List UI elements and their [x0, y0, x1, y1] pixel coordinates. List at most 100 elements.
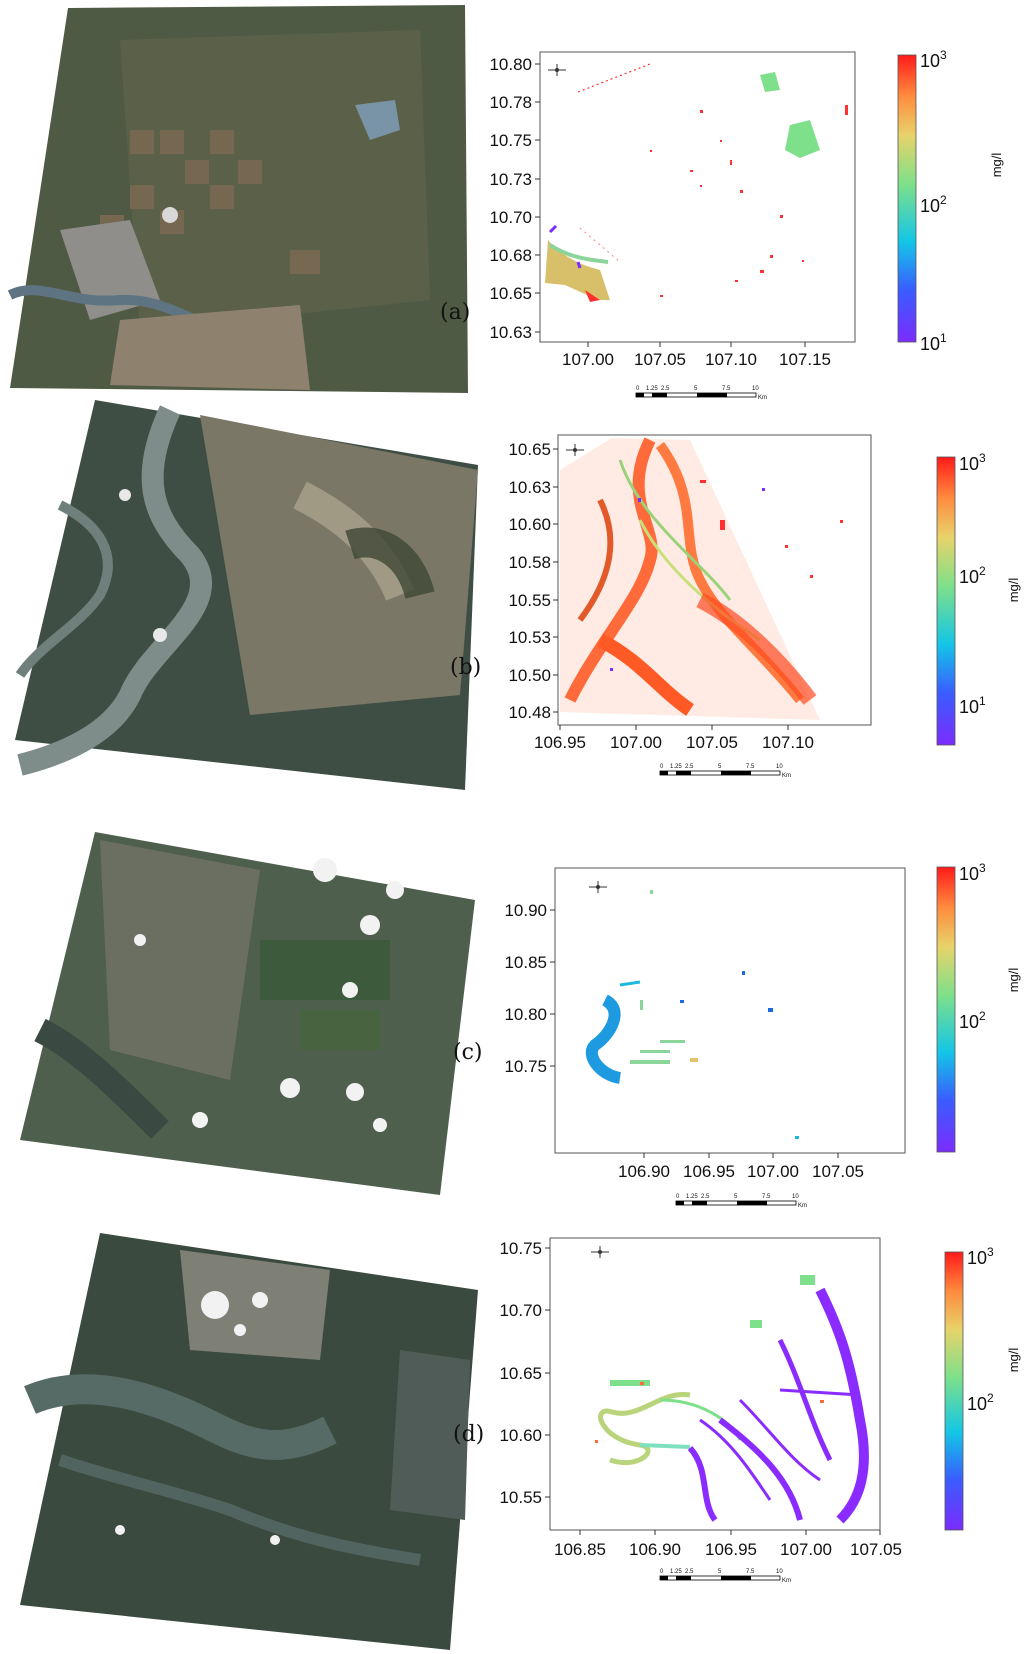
svg-text:7.5: 7.5 — [722, 386, 731, 392]
north-arrow-icon — [591, 1246, 609, 1258]
svg-text:1.25: 1.25 — [670, 764, 682, 770]
x-tick-a-0: 107.00 — [562, 350, 614, 369]
y-tick-b-0: 10.65 — [508, 440, 551, 459]
cb-unit-d: mg/l — [1006, 1348, 1021, 1373]
svg-text:0: 0 — [636, 386, 640, 392]
map-frame-d — [549, 1237, 881, 1531]
x-tick-b-2: 107.05 — [686, 733, 738, 752]
x-tick-a-1: 107.05 — [634, 350, 686, 369]
svg-text:2.5: 2.5 — [661, 386, 670, 392]
y-tick-a-2: 10.75 — [489, 131, 532, 150]
svg-text:2.5: 2.5 — [685, 1569, 694, 1575]
svg-text:10: 10 — [752, 386, 759, 392]
x-tick-b-1: 107.00 — [610, 733, 662, 752]
y-tick-a-3: 10.73 — [489, 170, 532, 189]
svg-text:5: 5 — [718, 1569, 722, 1575]
svg-text:1.25: 1.25 — [670, 1569, 682, 1575]
svg-text:7.5: 7.5 — [762, 1194, 771, 1200]
scale-bar-b: 0 1.25 2.5 5 7.5 10 Km — [659, 764, 791, 779]
satellite-image-c — [0, 830, 480, 1200]
y-tick-d-2: 10.65 — [499, 1364, 542, 1383]
y-tick-b-7: 10.48 — [508, 703, 551, 722]
cb-top-b: 103 — [959, 451, 986, 474]
svg-text:1.25: 1.25 — [646, 386, 658, 392]
svg-text:10: 10 — [776, 764, 783, 770]
svg-text:10: 10 — [776, 1569, 783, 1575]
map-panel-c: 10.90 10.85 10.80 10.75 106.90 106.95 10… — [504, 861, 1021, 1209]
x-tick-d-1: 106.90 — [629, 1540, 681, 1559]
map-panel-d: 10.75 10.70 10.65 10.60 10.55 106.85 106… — [499, 1237, 1021, 1584]
y-tick-d-4: 10.55 — [499, 1488, 542, 1507]
cb-mid-c: 102 — [959, 1009, 986, 1032]
y-tick-c-2: 10.80 — [504, 1005, 547, 1024]
svg-text:2.5: 2.5 — [685, 764, 694, 770]
y-tick-b-4: 10.55 — [508, 591, 551, 610]
y-tick-a-1: 10.78 — [489, 93, 532, 112]
y-tick-a-6: 10.65 — [489, 284, 532, 303]
cb-top-d: 103 — [967, 1245, 994, 1268]
svg-text:7.5: 7.5 — [746, 1569, 755, 1575]
map-frame-b — [557, 434, 872, 726]
svg-text:0: 0 — [660, 1569, 664, 1575]
svg-text:1.25: 1.25 — [686, 1194, 698, 1200]
colorbar-b — [936, 456, 956, 746]
cb-mid-d: 102 — [967, 1391, 994, 1414]
x-tick-d-4: 107.05 — [850, 1540, 902, 1559]
x-tick-b-3: 107.10 — [762, 733, 814, 752]
svg-text:Km: Km — [758, 395, 767, 401]
y-tick-d-1: 10.70 — [499, 1301, 542, 1320]
y-tick-a-0: 10.80 — [489, 55, 532, 74]
cb-unit-b: mg/l — [1006, 578, 1021, 603]
x-tick-d-3: 107.00 — [780, 1540, 832, 1559]
svg-text:7.5: 7.5 — [746, 764, 755, 770]
x-tick-c-1: 106.95 — [683, 1162, 735, 1181]
map-panel-b: 10.65 10.63 10.60 10.58 10.55 10.53 10.5… — [508, 434, 1021, 779]
y-tick-b-3: 10.58 — [508, 553, 551, 572]
y-tick-d-3: 10.60 — [499, 1426, 542, 1445]
y-tick-b-6: 10.50 — [508, 666, 551, 685]
x-tick-a-2: 107.10 — [705, 350, 757, 369]
x-tick-c-2: 107.00 — [747, 1162, 799, 1181]
map-panel-a: 10.80 10.78 10.75 10.73 10.70 10.68 10.6… — [489, 48, 1004, 401]
scale-bar-c: 0 1.25 2.5 5 7.5 10 Km — [675, 1194, 807, 1209]
y-tick-c-1: 10.85 — [504, 953, 547, 972]
panel-label-c: (c) — [453, 1040, 483, 1065]
y-tick-a-7: 10.63 — [489, 323, 532, 342]
panel-label-d: (d) — [453, 1422, 485, 1447]
svg-text:Km: Km — [782, 773, 791, 779]
colorbar-d — [944, 1251, 964, 1531]
y-tick-a-4: 10.70 — [489, 208, 532, 227]
panel-label-b: (b) — [450, 655, 482, 680]
cb-mid-a: 102 — [920, 193, 947, 216]
y-tick-c-3: 10.75 — [504, 1057, 547, 1076]
svg-text:10: 10 — [792, 1194, 799, 1200]
x-tick-c-0: 106.90 — [618, 1162, 670, 1181]
x-tick-d-0: 106.85 — [554, 1540, 606, 1559]
x-tick-d-2: 106.95 — [705, 1540, 757, 1559]
colorbar-c — [936, 866, 956, 1153]
x-tick-b-0: 106.95 — [534, 733, 586, 752]
svg-text:Km: Km — [798, 1203, 807, 1209]
x-tick-a-3: 107.15 — [779, 350, 831, 369]
y-tick-d-0: 10.75 — [499, 1239, 542, 1258]
north-arrow-icon — [566, 444, 584, 456]
y-tick-a-5: 10.68 — [489, 246, 532, 265]
y-tick-b-2: 10.60 — [508, 515, 551, 534]
cb-mid-b: 102 — [959, 564, 986, 587]
cb-top-c: 103 — [959, 861, 986, 884]
north-arrow-icon — [589, 881, 607, 893]
svg-text:0: 0 — [676, 1194, 680, 1200]
cb-bot-a: 101 — [920, 331, 947, 354]
scale-bar-a: 0 1.25 2.5 5 7.5 10 Km — [635, 386, 767, 401]
colorbar-a — [897, 54, 917, 343]
map-frame-c — [554, 867, 906, 1154]
svg-text:5: 5 — [694, 386, 698, 392]
satellite-image-b — [0, 395, 480, 790]
cb-top-a: 103 — [920, 48, 947, 71]
svg-text:5: 5 — [734, 1194, 738, 1200]
svg-text:Km: Km — [782, 1578, 791, 1584]
y-tick-b-5: 10.53 — [508, 628, 551, 647]
scale-bar-d: 0 1.25 2.5 5 7.5 10 Km — [659, 1569, 791, 1584]
satellite-image-a — [0, 0, 470, 400]
svg-text:5: 5 — [718, 764, 722, 770]
